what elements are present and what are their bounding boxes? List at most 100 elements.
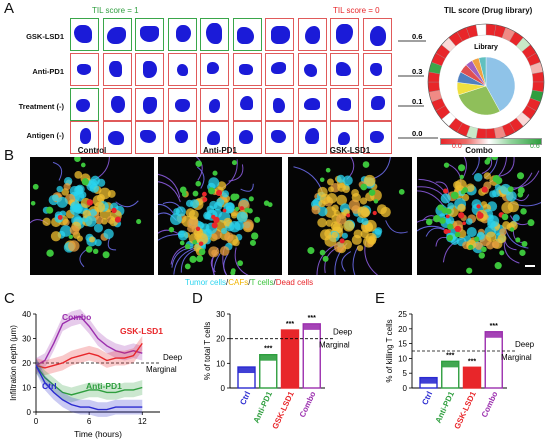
- cell-dot: [440, 193, 451, 204]
- e-ytick-label: 25: [398, 310, 407, 319]
- spheroid-blob: [369, 26, 387, 46]
- t-cell-dot: [251, 232, 259, 240]
- spheroid-tile: [232, 121, 262, 154]
- spheroid-tile: [265, 121, 294, 154]
- t-cell-track: [509, 215, 530, 226]
- cell-dot: [465, 218, 473, 225]
- dead-cell-dot: [476, 204, 481, 209]
- d-significance: ***: [308, 315, 316, 322]
- dead-cell-dot: [198, 241, 204, 246]
- e-bar-cap: [420, 377, 437, 384]
- c-xtick-label: 6: [87, 417, 92, 426]
- row-label-antigen-neg: Antigen (-): [26, 131, 65, 140]
- t-cell-track: [462, 157, 467, 179]
- t-cell-dot: [196, 255, 204, 263]
- t-cell-track: [471, 157, 480, 176]
- dead-cell-dot: [443, 228, 449, 235]
- micro-svg: [30, 157, 142, 268]
- ring-segments: [427, 23, 545, 141]
- spheroid-tile: [135, 53, 164, 86]
- d-bar: [280, 329, 300, 389]
- cell-dot: [85, 215, 97, 227]
- spheroid-tile: [330, 121, 359, 154]
- spheroid-tile: [70, 53, 99, 86]
- e-ytick-label: 10: [398, 354, 407, 363]
- cell-dot: [311, 205, 321, 215]
- cell-dot: [56, 196, 68, 208]
- spheroid-blob: [336, 61, 352, 77]
- dead-cell-dot: [481, 186, 488, 193]
- dead-cell-dot: [111, 207, 117, 214]
- cell-dot: [170, 213, 182, 226]
- d-category-label: GSK-LSD1: [271, 390, 296, 431]
- cell-dot: [206, 205, 215, 214]
- cell-dot: [343, 220, 355, 232]
- cell-dot: [333, 209, 340, 217]
- cell-dot: [487, 219, 496, 229]
- cell-dot: [51, 194, 59, 202]
- t-cell-dot: [74, 157, 81, 163]
- c-series-label: Ctrl: [42, 381, 57, 391]
- t-cell-track: [341, 251, 352, 272]
- bar-chart-killing-t: 0 5 10 15 20 25 % of killing T cells Ctrl *** Ant…: [385, 310, 535, 431]
- cell-dot: [60, 225, 72, 237]
- dead-cell-dot: [346, 213, 351, 218]
- spheroid-blob: [338, 132, 350, 146]
- spheroid-blob: [76, 98, 91, 113]
- dead-cell-dot: [445, 214, 450, 219]
- t-cell-dot: [495, 176, 503, 185]
- cell-dot: [499, 228, 507, 236]
- t-cell-dot: [454, 231, 461, 238]
- e-category-label: Combo: [480, 390, 500, 419]
- spheroid-blob: [111, 95, 126, 113]
- cell-dot: [63, 183, 71, 191]
- dead-cell-dot: [443, 188, 449, 194]
- ring-segment: [427, 81, 440, 93]
- d-bar-cap: [259, 354, 277, 361]
- e-significance: ***: [446, 352, 454, 359]
- legend-sep-2: /: [248, 278, 251, 287]
- d-marginal-label: Marginal: [319, 341, 350, 350]
- t-cell-dot: [507, 186, 514, 193]
- ring-tick-00: 0.0: [412, 129, 422, 138]
- d-bar-cap: [238, 367, 255, 374]
- t-cell-dot: [433, 215, 441, 223]
- c-series-label: Anti-PD1: [86, 381, 122, 391]
- legend-tumor: Tumor cells: [185, 278, 227, 287]
- cell-dot: [320, 229, 332, 241]
- e-marginal-label: Marginal: [501, 353, 532, 362]
- micro-svg: [293, 157, 408, 275]
- cell-dot: [489, 190, 497, 198]
- ring-tick-03: 0.3: [412, 67, 422, 76]
- c-xlabel: Time (hours): [74, 429, 122, 439]
- c-series-label: Combo: [62, 312, 91, 322]
- t-cell-dot: [494, 262, 502, 270]
- t-cell-dot: [192, 239, 198, 245]
- cell-dot: [512, 214, 520, 222]
- spheroid-blob: [370, 130, 384, 143]
- spheroid-blob: [303, 98, 320, 111]
- micro-label-control: Control: [77, 146, 107, 155]
- t-cell-dot: [46, 249, 54, 257]
- t-cell-dot: [248, 196, 254, 202]
- spheroid-blob: [304, 128, 319, 145]
- t-cell-dot: [179, 240, 185, 246]
- spheroid-tile: [135, 121, 164, 154]
- spheroid-blob: [272, 97, 285, 113]
- micro-image-anti-pd1: [158, 157, 282, 275]
- cell-dot: [93, 223, 103, 233]
- t-cell-dot: [499, 250, 505, 256]
- c-marginal-label: Marginal: [146, 365, 177, 374]
- cell-dot: [208, 177, 220, 189]
- cell-dot: [236, 211, 248, 223]
- spheroid-tile: [70, 121, 99, 154]
- t-cell-dot: [249, 239, 257, 246]
- legend-t: T cells: [250, 278, 274, 287]
- t-cell-dot: [81, 178, 89, 186]
- c-series-line: [35, 315, 143, 367]
- cell-dot: [230, 212, 238, 219]
- dead-cell-dot: [202, 197, 208, 202]
- cell-dot: [341, 232, 348, 239]
- dead-cell-dot: [211, 222, 218, 229]
- cell-dot: [328, 186, 335, 193]
